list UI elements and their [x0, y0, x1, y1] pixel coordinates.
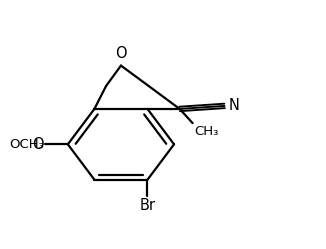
Text: CH₃: CH₃ [194, 125, 219, 138]
Text: OCH₃: OCH₃ [9, 138, 44, 151]
Text: O: O [115, 46, 127, 61]
Text: O: O [32, 137, 44, 152]
Text: Br: Br [140, 198, 156, 213]
Text: N: N [229, 98, 239, 113]
